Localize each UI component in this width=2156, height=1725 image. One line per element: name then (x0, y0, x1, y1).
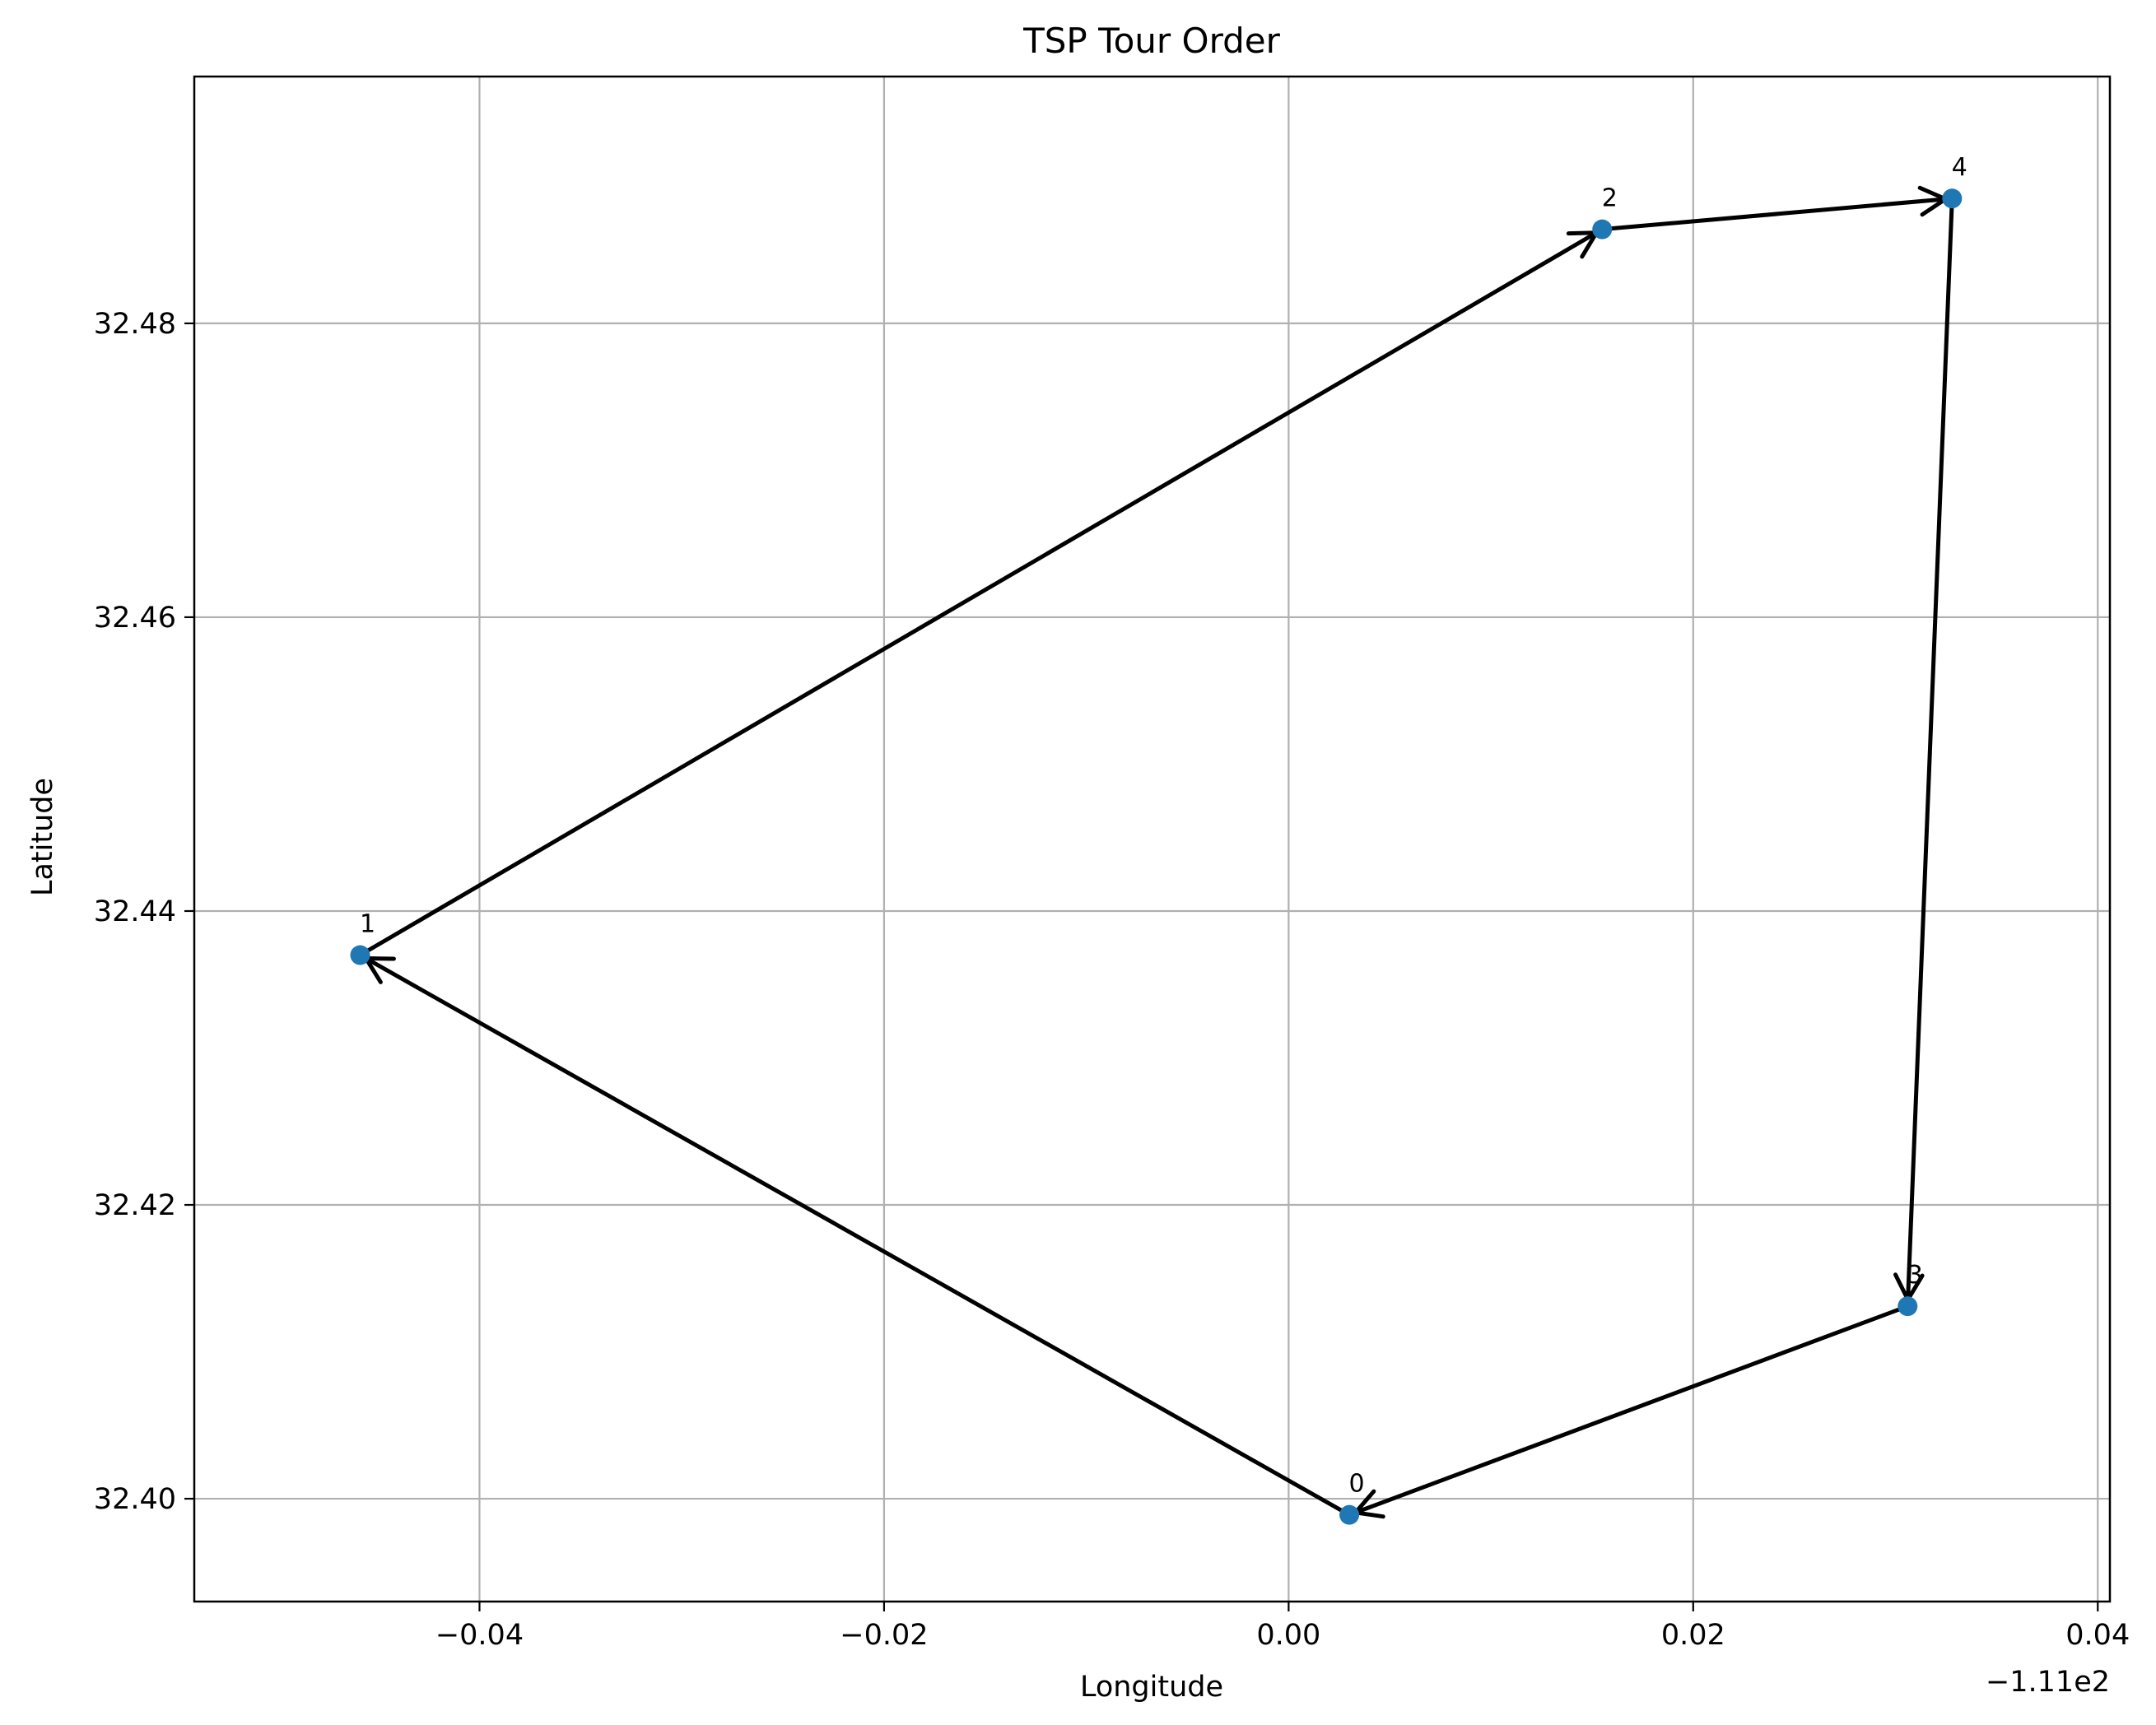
y-tick-label: 32.48 (94, 308, 176, 341)
tour-edge (1600, 197, 1948, 232)
point-label: 4 (1952, 153, 1967, 182)
tour-point (1898, 1296, 1918, 1317)
tour-arrows (357, 185, 1954, 1519)
tour-point (1339, 1504, 1360, 1525)
point-label: 2 (1602, 184, 1618, 213)
point-labels: 0 1 2 3 4 (360, 153, 1967, 1499)
tour-point (1592, 219, 1613, 239)
tour-point (1942, 188, 1963, 209)
x-tick-label: −0.02 (840, 1619, 928, 1652)
x-axis-offset-label: −1.11e2 (1986, 1666, 2110, 1699)
chart-title: TSP Tour Order (1022, 21, 1281, 61)
y-tick-label: 32.46 (94, 602, 176, 635)
y-axis-ticks: 32.40 32.42 32.44 32.46 32.48 (94, 308, 194, 1516)
plot-frame (193, 75, 2112, 1603)
tour-point (350, 945, 370, 965)
x-tick-label: 0.02 (1661, 1619, 1725, 1652)
tour-edge (1906, 196, 1954, 1302)
x-tick-label: 0.04 (2065, 1619, 2130, 1652)
y-tick-label: 32.40 (94, 1483, 176, 1516)
point-label: 1 (360, 910, 375, 939)
tour-points (350, 188, 1963, 1525)
point-label: 3 (1907, 1261, 1923, 1290)
tour-edge (363, 955, 1352, 1518)
x-tick-label: 0.00 (1256, 1619, 1320, 1652)
tour-edge (1353, 1304, 1910, 1515)
y-tick-label: 32.42 (94, 1189, 176, 1222)
x-axis-title: Longitude (1080, 1671, 1223, 1704)
y-tick-label: 32.44 (94, 895, 176, 928)
x-axis-ticks: −0.04 −0.02 0.00 0.02 0.04 (435, 1602, 2130, 1652)
y-axis-title: Latitude (26, 778, 59, 896)
tour-edge (357, 230, 1599, 958)
grid (194, 77, 2110, 1602)
point-label: 0 (1349, 1470, 1365, 1499)
x-tick-label: −0.04 (435, 1619, 524, 1652)
